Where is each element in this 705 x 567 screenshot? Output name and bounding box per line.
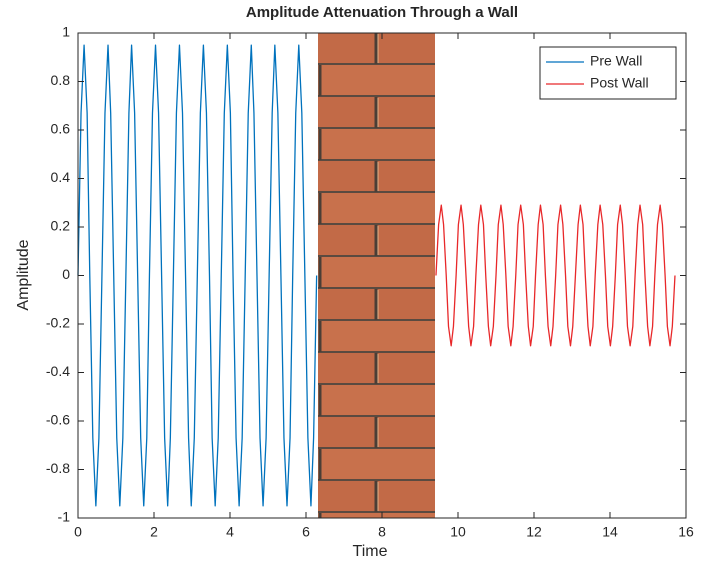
- legend: Pre Wall Post Wall: [539, 46, 677, 100]
- x-tick-label: 6: [302, 524, 310, 540]
- y-tick-label: 0.2: [51, 218, 71, 234]
- chart-title: Amplitude Attenuation Through a Wall: [246, 4, 518, 21]
- y-tick-label: 1: [62, 24, 70, 40]
- line-series: [77, 44, 318, 507]
- x-axis-label: Time: [353, 543, 388, 560]
- y-tick-label: -0.6: [46, 412, 70, 428]
- x-tick-label: 10: [450, 524, 466, 540]
- y-tick-label: -0.2: [46, 315, 70, 331]
- x-tick-label: 12: [526, 524, 542, 540]
- x-tick-label: 8: [378, 524, 386, 540]
- x-tick-label: 0: [74, 524, 82, 540]
- x-tick-label: 14: [602, 524, 618, 540]
- line-series: [435, 204, 676, 347]
- y-tick-label: 0.8: [51, 72, 71, 88]
- x-tick-label: 2: [150, 524, 158, 540]
- legend-box: [539, 46, 677, 100]
- legend-label: Pre Wall: [590, 53, 642, 69]
- legend-label: Post Wall: [590, 75, 649, 91]
- y-tick-label: -0.8: [46, 460, 70, 476]
- x-tick-label: 16: [678, 524, 694, 540]
- y-tick-label: -1: [58, 509, 71, 525]
- y-tick-label: -0.4: [46, 363, 70, 379]
- y-tick-label: 0.4: [51, 169, 71, 185]
- x-tick-label: 4: [226, 524, 234, 540]
- y-tick-label: 0: [62, 266, 70, 282]
- y-tick-label: 0.6: [51, 121, 71, 137]
- y-axis-label: Amplitude: [15, 239, 32, 310]
- plot-area: [77, 44, 676, 507]
- wall-image: [318, 33, 435, 518]
